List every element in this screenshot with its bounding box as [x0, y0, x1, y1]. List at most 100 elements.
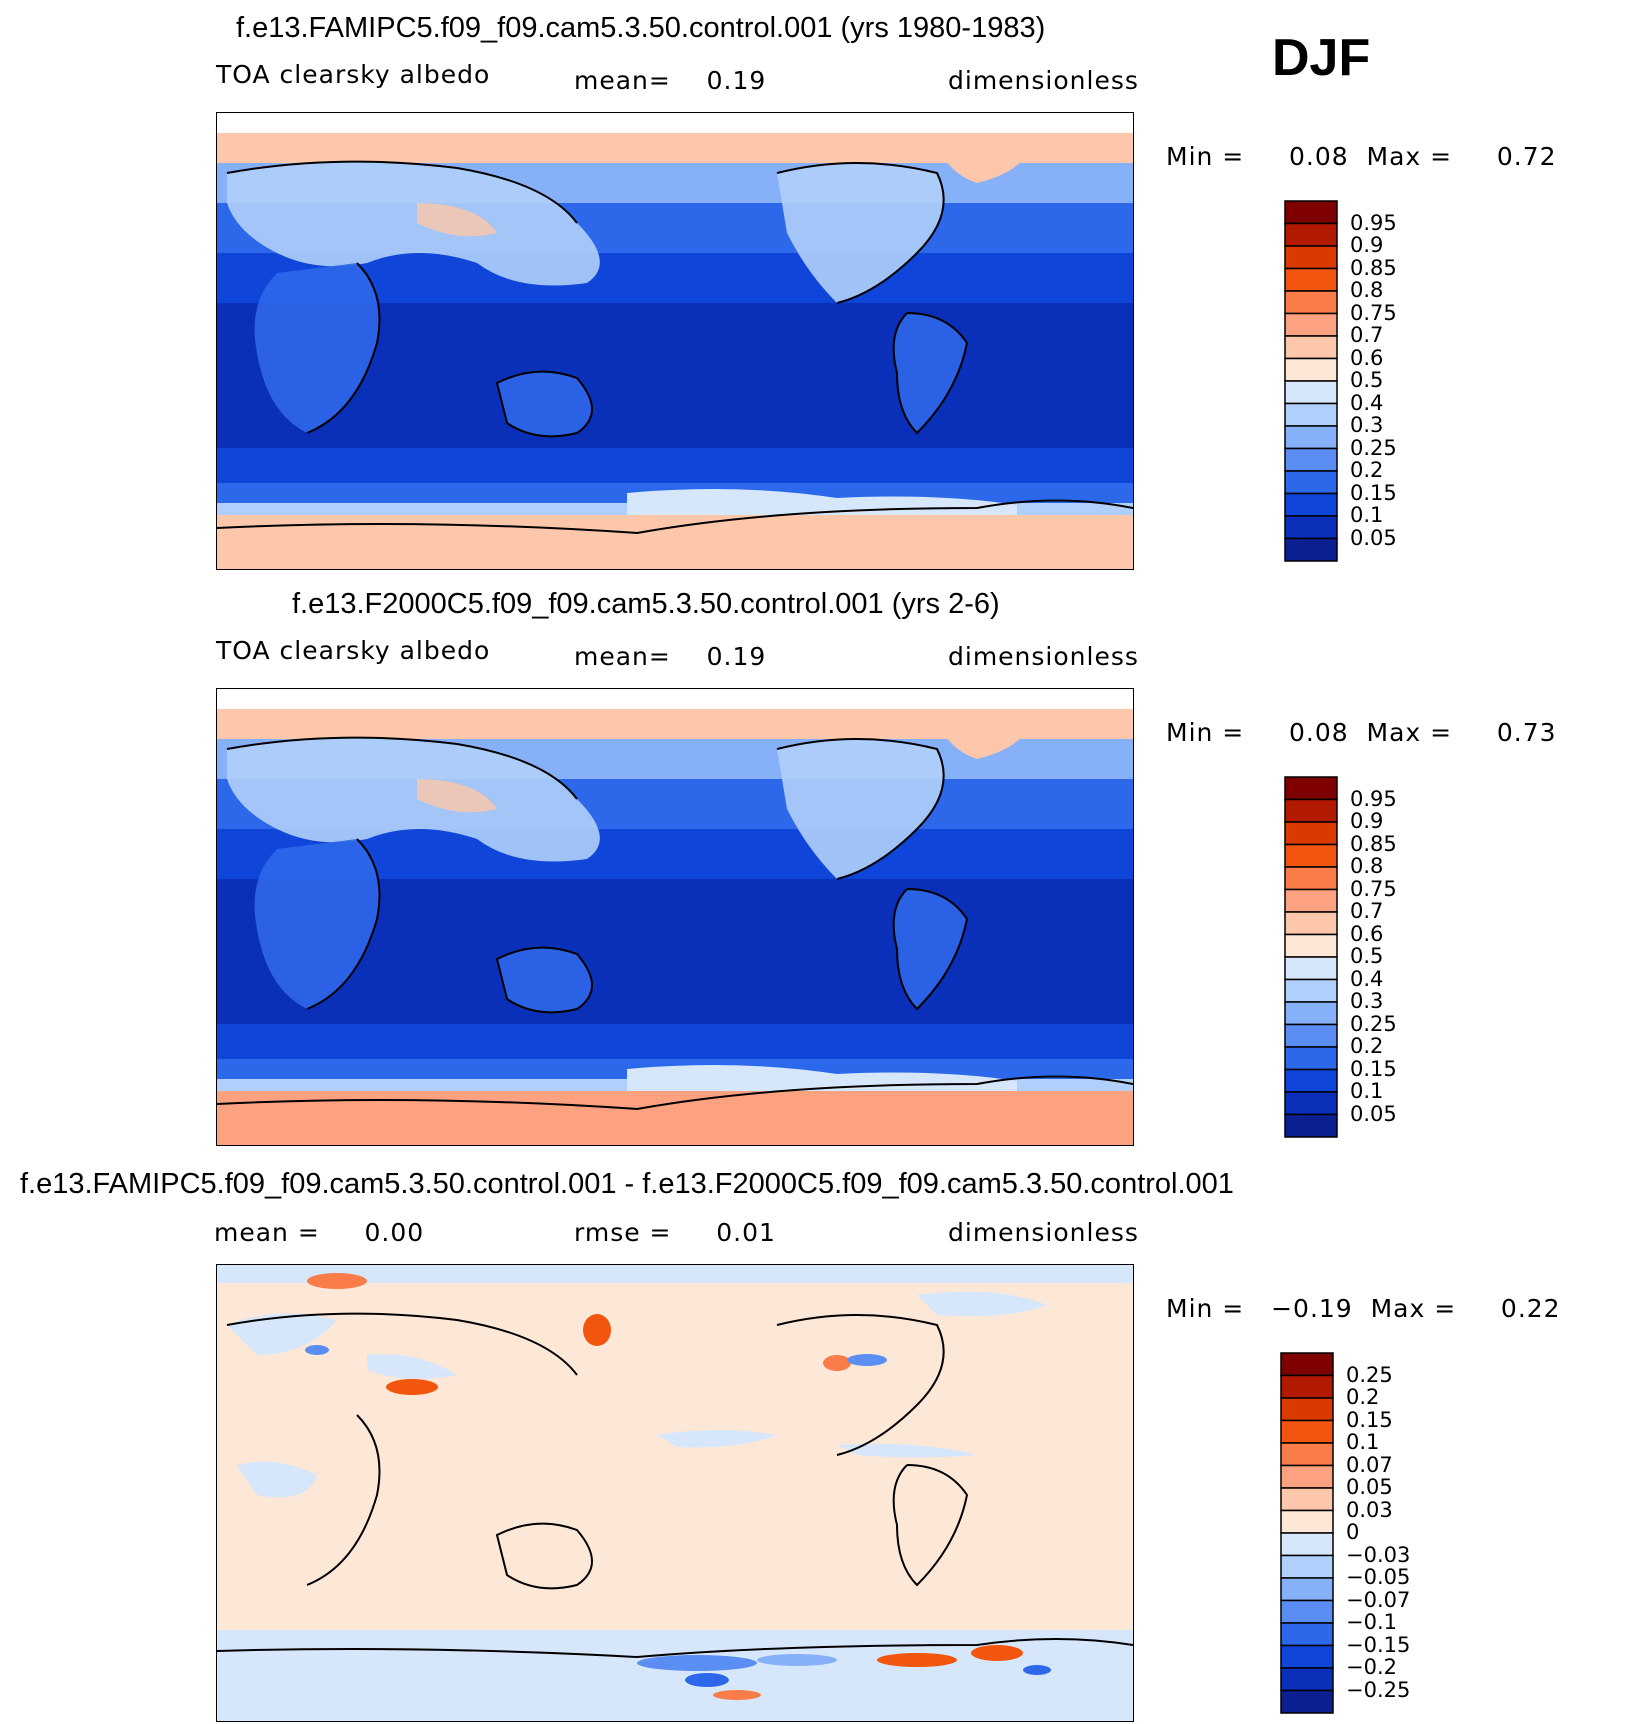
- colorbar-tick-label: 0.9: [1350, 233, 1384, 257]
- panel1-mean: mean= 0.19: [574, 66, 767, 95]
- colorbar-swatch: [1284, 312, 1338, 337]
- colorbar-tick-label: 0.6: [1350, 921, 1384, 946]
- colorbar-tick-label: 0.05: [1346, 1475, 1393, 1499]
- colorbar-tick-label: 0.05: [1350, 1101, 1397, 1126]
- colorbar-tick-label: 0.25: [1346, 1362, 1393, 1387]
- panel1-minmax: Min = 0.08 Max = 0.72: [1166, 142, 1557, 171]
- colorbar-tick-label: 0.03: [1346, 1497, 1393, 1522]
- colorbar-tick-label: 0.15: [1350, 1056, 1397, 1081]
- colorbar-swatch: [1284, 200, 1338, 225]
- colorbar-swatch: [1280, 1352, 1334, 1377]
- colorbar-tick-label: 0.7: [1350, 899, 1384, 923]
- colorbar-swatch: [1280, 1419, 1334, 1444]
- colorbar-swatch: [1280, 1577, 1334, 1602]
- panel2-colorbar: 0.95 0.9 0.85 0.8 0.75 0.7 0.6 0.5 0.4 0.3 0.25 0.2…: [1284, 776, 1397, 1138]
- colorbar-tick-label: −0.07: [1346, 1587, 1411, 1612]
- colorbar-swatch: [1280, 1397, 1334, 1422]
- colorbar-swatch: [1284, 978, 1338, 1003]
- colorbar-swatch: [1280, 1487, 1334, 1512]
- colorbar-swatch: [1280, 1644, 1334, 1669]
- colorbar-tick-label: −0.05: [1346, 1565, 1411, 1589]
- colorbar-swatch: [1284, 866, 1338, 891]
- colorbar-swatch: [1284, 335, 1338, 360]
- colorbar-swatch: [1280, 1442, 1334, 1467]
- colorbar-swatch: [1280, 1532, 1334, 1557]
- colorbar-swatch: [1284, 843, 1338, 868]
- colorbar-swatch: [1280, 1374, 1334, 1399]
- panel2-variable-label: TOA clearsky albedo: [216, 636, 491, 665]
- colorbar-swatch: [1280, 1667, 1334, 1692]
- colorbar-swatch: [1284, 222, 1338, 247]
- colorbar-tick-label: 0.85: [1350, 255, 1397, 280]
- colorbar-tick-label: 0.75: [1350, 300, 1397, 325]
- colorbar-swatch: [1284, 888, 1338, 913]
- panel1-map: [216, 112, 1134, 570]
- colorbar-tick-label: 0.3: [1350, 413, 1384, 437]
- panel3-rmse: rmse = 0.01: [574, 1218, 776, 1247]
- colorbar-swatch: [1284, 470, 1338, 495]
- colorbar-swatch: [1284, 447, 1338, 472]
- colorbar-swatch: [1280, 1622, 1334, 1647]
- colorbar-swatch: [1284, 492, 1338, 517]
- colorbar-tick-label: −0.2: [1346, 1655, 1397, 1679]
- colorbar-tick-label: 0.15: [1346, 1407, 1393, 1432]
- colorbar-tick-label: 0.8: [1350, 854, 1384, 878]
- colorbar-tick-label: −0.03: [1346, 1542, 1411, 1567]
- colorbar-tick-label: 0.2: [1350, 458, 1384, 482]
- colorbar-swatch: [1284, 933, 1338, 958]
- colorbar-tick-label: 0.05: [1350, 525, 1397, 550]
- colorbar-swatch: [1284, 290, 1338, 315]
- colorbar-swatch: [1284, 357, 1338, 382]
- colorbar-swatch: [1280, 1554, 1334, 1579]
- panel1-title: f.e13.FAMIPC5.f09_f09.cam5.3.50.control.…: [236, 12, 1046, 44]
- panel3-colorbar: 0.25 0.2 0.15 0.1 0.07 0.05 0.03 0 −0.03 −0.05 −0.…: [1280, 1352, 1410, 1714]
- colorbar-swatch: [1284, 1091, 1338, 1116]
- colorbar-tick-label: 0: [1346, 1520, 1360, 1544]
- colorbar-tick-label: 0.15: [1350, 480, 1397, 505]
- colorbar-tick-label: 0.85: [1350, 831, 1397, 856]
- colorbar-tick-label: 0.6: [1350, 345, 1384, 370]
- panel3-title: f.e13.FAMIPC5.f09_f09.cam5.3.50.control.…: [20, 1168, 1234, 1200]
- colorbar-tick-label: 0.3: [1350, 989, 1384, 1013]
- colorbar-swatch: [1284, 1046, 1338, 1071]
- colorbar-tick-label: 0.25: [1350, 1011, 1397, 1036]
- panel3-minmax: Min = −0.19 Max = 0.22: [1166, 1294, 1561, 1323]
- colorbar-tick-label: 0.95: [1350, 210, 1397, 235]
- colorbar-tick-label: 0.4: [1350, 966, 1384, 991]
- colorbar-tick-label: 0.5: [1350, 368, 1384, 392]
- colorbar-tick-label: −0.15: [1346, 1632, 1411, 1657]
- colorbar-swatch: [1284, 425, 1338, 450]
- panel2-minmax: Min = 0.08 Max = 0.73: [1166, 718, 1557, 747]
- panel3-mean: mean = 0.00: [214, 1218, 425, 1247]
- colorbar-swatch: [1280, 1509, 1334, 1534]
- colorbar-tick-label: 0.1: [1346, 1430, 1380, 1454]
- colorbar-tick-label: −0.1: [1346, 1610, 1397, 1634]
- colorbar-swatch: [1280, 1689, 1334, 1714]
- panel3-map: [216, 1264, 1134, 1722]
- colorbar-swatch: [1284, 380, 1338, 405]
- colorbar-swatch: [1280, 1599, 1334, 1624]
- colorbar-tick-label: 0.07: [1346, 1452, 1393, 1477]
- colorbar-swatch: [1284, 402, 1338, 427]
- panel3-units: dimensionless: [948, 1218, 1139, 1247]
- colorbar-tick-label: 0.2: [1346, 1385, 1380, 1409]
- panel1-colorbar: 0.95 0.9 0.85 0.8 0.75 0.7 0.6 0.5 0.4 0.3 0.25 0.2…: [1284, 200, 1397, 562]
- colorbar-tick-label: −0.25: [1346, 1677, 1411, 1702]
- colorbar-tick-label: 0.5: [1350, 944, 1384, 968]
- season-label: DJF: [1272, 29, 1371, 87]
- panel2-title: f.e13.F2000C5.f09_f09.cam5.3.50.control.…: [292, 588, 1000, 620]
- colorbar-tick-label: 0.8: [1350, 278, 1384, 302]
- colorbar-tick-label: 0.2: [1350, 1034, 1384, 1058]
- colorbar-swatch: [1284, 1113, 1338, 1138]
- panel2-mean: mean= 0.19: [574, 642, 767, 671]
- colorbar-swatch: [1284, 1023, 1338, 1048]
- panel1-variable-label: TOA clearsky albedo: [216, 60, 491, 89]
- colorbar-tick-label: 0.1: [1350, 1079, 1384, 1103]
- panel2-map: [216, 688, 1134, 1146]
- colorbar-tick-label: 0.7: [1350, 323, 1384, 347]
- colorbar-tick-label: 0.25: [1350, 435, 1397, 460]
- colorbar-swatch: [1284, 267, 1338, 292]
- colorbar-tick-label: 0.9: [1350, 809, 1384, 833]
- colorbar-swatch: [1284, 821, 1338, 846]
- panel2-units: dimensionless: [948, 642, 1139, 671]
